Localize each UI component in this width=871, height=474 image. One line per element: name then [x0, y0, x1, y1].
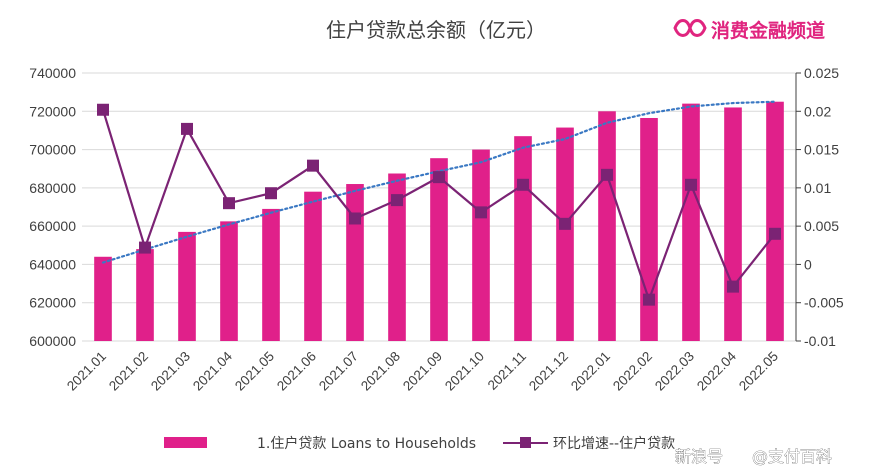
- growth-point: [601, 168, 613, 181]
- x-tick-label: 2021.12: [526, 349, 571, 394]
- bar: [136, 249, 154, 341]
- trendline: [101, 100, 777, 264]
- bar: [262, 208, 280, 341]
- x-axis-ticks: 2021.012021.022021.032021.042021.052021.…: [64, 348, 781, 393]
- bar: [556, 127, 574, 341]
- x-tick-label: 2022.03: [652, 349, 697, 394]
- y-left-tick-label: 620000: [29, 295, 76, 311]
- y-right-tick-label: 0.015: [804, 142, 839, 158]
- x-tick-label: 2021.01: [64, 349, 109, 394]
- growth-point: [223, 197, 235, 210]
- bar-series: [94, 101, 784, 342]
- legend-line-marker: [520, 437, 531, 448]
- y-left-tick-label: 700000: [29, 142, 76, 158]
- watermark: 新浪号 @支付百科: [675, 447, 833, 467]
- growth-point: [265, 187, 277, 200]
- watermark-left: 新浪号: [675, 447, 723, 466]
- growth-point: [391, 194, 403, 207]
- x-tick-label: 2021.06: [274, 349, 319, 394]
- bar: [640, 117, 658, 341]
- chart-title: 住户贷款总余额（亿元）: [326, 18, 546, 42]
- legend-bar-label: 1.住户贷款 Loans to Households: [257, 435, 476, 452]
- bar: [682, 103, 700, 341]
- bar: [94, 256, 112, 341]
- bar: [430, 158, 448, 341]
- x-tick-label: 2021.08: [358, 349, 403, 394]
- watermark-right: @支付百科: [752, 447, 832, 466]
- growth-point: [97, 103, 109, 116]
- bar: [388, 173, 406, 341]
- legend-line-label: 环比增速--住户贷款: [553, 435, 675, 452]
- growth-point: [559, 217, 571, 230]
- y-right-tick-label: 0.025: [804, 65, 839, 81]
- y-right-tick-label: 0.005: [804, 218, 839, 234]
- growth-point: [433, 171, 445, 184]
- bar: [766, 101, 784, 341]
- bar: [304, 191, 322, 341]
- brand-logo: 消费金融频道: [673, 19, 825, 42]
- y-left-tick-label: 600000: [29, 333, 76, 349]
- x-tick-label: 2022.01: [568, 349, 613, 394]
- x-tick-label: 2021.11: [485, 349, 529, 393]
- y-axis-left-ticks: 600000 620000 640000 660000 680000 700000 7200…: [29, 65, 76, 349]
- growth-point: [769, 227, 781, 240]
- growth-point: [181, 122, 193, 135]
- growth-point: [139, 241, 151, 254]
- y-left-tick-label: 660000: [29, 218, 76, 234]
- bar: [472, 149, 490, 341]
- bar: [220, 221, 238, 341]
- growth-point: [475, 206, 487, 219]
- trendline-series: [101, 100, 777, 264]
- infinity-ribbon-icon: [673, 19, 707, 37]
- bar: [514, 136, 532, 341]
- growth-point: [685, 178, 697, 191]
- x-tick-label: 2021.05: [232, 349, 277, 394]
- x-tick-label: 2022.05: [736, 349, 781, 394]
- y-right-tick-label: -0.005: [804, 295, 844, 311]
- legend-bar-swatch: [164, 437, 207, 448]
- y-left-tick-label: 740000: [29, 65, 76, 81]
- y-right-tick-label: 0.01: [804, 180, 831, 196]
- y-left-tick-label: 640000: [29, 256, 76, 272]
- bar: [178, 231, 196, 341]
- growth-point: [349, 212, 361, 225]
- x-tick-label: 2021.02: [106, 349, 151, 394]
- x-tick-label: 2022.04: [694, 348, 739, 393]
- growth-line-series: [97, 103, 781, 306]
- y-right-tick-label: 0: [804, 256, 812, 272]
- chart-axes: [795, 72, 801, 342]
- growth-point: [643, 293, 655, 306]
- growth-point: [307, 159, 319, 172]
- y-right-tick-label: 0.02: [804, 103, 831, 119]
- y-left-tick-label: 720000: [29, 103, 76, 119]
- y-left-tick-label: 680000: [29, 180, 76, 196]
- x-tick-label: 2021.07: [316, 349, 361, 394]
- y-right-tick-label: -0.01: [804, 333, 836, 349]
- brand-name: 消费金融频道: [711, 19, 825, 42]
- x-tick-label: 2021.10: [442, 349, 487, 394]
- growth-point: [727, 280, 739, 293]
- x-tick-label: 2021.03: [148, 349, 193, 394]
- growth-point: [517, 178, 529, 191]
- y-axis-right-ticks: -0.01 -0.005 0 0.005 0.01 0.015 0.02 0.025: [804, 65, 844, 349]
- x-tick-label: 2022.02: [610, 349, 655, 394]
- bar: [724, 107, 742, 341]
- x-tick-label: 2021.04: [190, 348, 235, 393]
- bar: [346, 184, 364, 341]
- x-tick-label: 2021.09: [400, 349, 445, 394]
- bar: [598, 111, 616, 342]
- legend: 1.住户贷款 Loans to Households 环比增速--住户贷款: [164, 435, 675, 452]
